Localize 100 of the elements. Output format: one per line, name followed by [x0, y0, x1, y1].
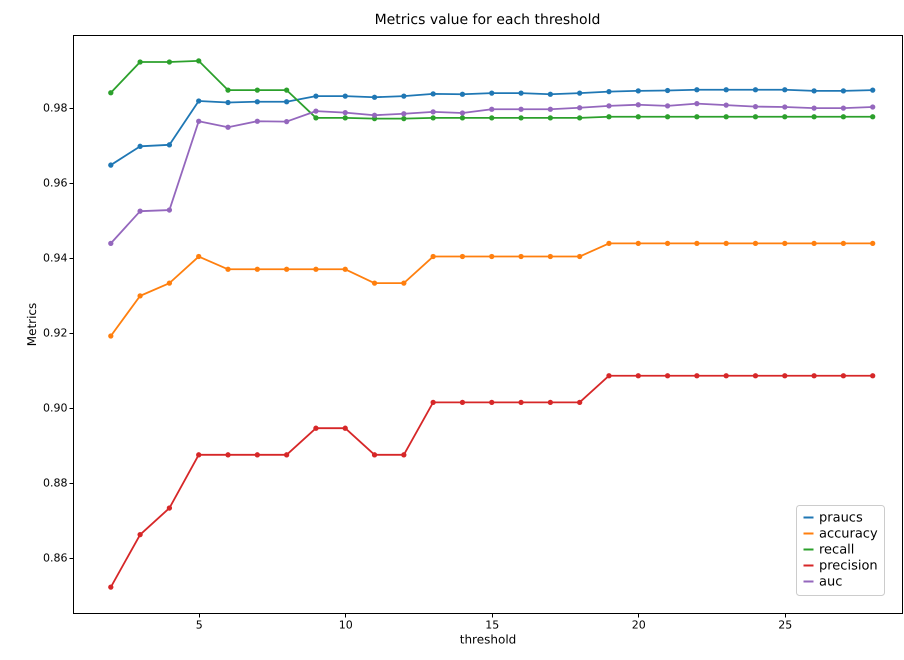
point: [724, 102, 729, 108]
point: [518, 400, 524, 405]
point: [664, 114, 670, 120]
point: [870, 87, 876, 93]
point: [664, 240, 670, 246]
point: [840, 240, 846, 246]
point: [752, 240, 758, 246]
point: [284, 266, 290, 272]
point: [460, 92, 466, 97]
point: [401, 93, 406, 99]
y-tick-label: 0.92: [43, 326, 68, 340]
point: [460, 110, 466, 116]
x-tick-label: 15: [485, 618, 500, 632]
point: [664, 103, 670, 108]
point: [401, 111, 406, 116]
point: [342, 426, 348, 431]
point: [636, 102, 641, 108]
point: [108, 90, 114, 96]
point: [284, 99, 290, 104]
point: [577, 90, 582, 96]
point: [664, 88, 670, 94]
point: [694, 87, 700, 92]
legend-label: recall: [819, 542, 854, 558]
point: [430, 109, 436, 114]
point: [313, 426, 319, 431]
point: [196, 452, 202, 458]
x-tick-label: 20: [632, 618, 646, 632]
point: [313, 115, 319, 120]
point: [752, 373, 758, 378]
point: [196, 254, 202, 260]
point: [489, 106, 494, 112]
point: [225, 100, 231, 106]
point: [225, 452, 231, 458]
point: [811, 114, 817, 120]
point: [694, 100, 700, 106]
point: [694, 114, 700, 120]
point: [166, 142, 172, 148]
point: [166, 505, 172, 511]
point: [636, 114, 641, 120]
point: [548, 106, 553, 112]
point: [724, 87, 729, 92]
point: [548, 92, 553, 97]
legend-label: praucs: [819, 510, 863, 526]
point: [782, 240, 788, 246]
y-tick-label: 0.88: [43, 476, 68, 490]
point: [108, 333, 114, 339]
point: [284, 452, 290, 458]
point: [254, 452, 260, 458]
y-tick-label: 0.90: [43, 401, 68, 414]
point: [840, 88, 846, 94]
point: [460, 254, 466, 260]
point: [606, 88, 612, 94]
point: [694, 240, 700, 246]
point: [137, 144, 143, 149]
point: [430, 91, 436, 96]
y-tick-label: 0.94: [43, 252, 68, 265]
point: [372, 452, 378, 458]
point: [284, 118, 290, 124]
point: [166, 207, 172, 213]
point: [225, 87, 231, 93]
point: [870, 373, 876, 378]
point: [518, 106, 524, 112]
point: [489, 115, 494, 120]
point: [577, 115, 582, 120]
point: [606, 114, 612, 120]
point: [840, 105, 846, 111]
point: [606, 103, 612, 108]
legend-label: accuracy: [819, 526, 878, 542]
point: [606, 373, 612, 378]
point: [137, 532, 143, 538]
point: [254, 99, 260, 104]
point: [284, 87, 290, 93]
x-tick-label: 10: [338, 618, 353, 632]
point: [870, 114, 876, 120]
point: [752, 114, 758, 120]
x-tick-label: 25: [778, 618, 792, 632]
x-axis-title: threshold: [460, 632, 516, 646]
y-axis-title: Metrics: [25, 302, 40, 346]
point: [401, 280, 406, 286]
point: [548, 115, 553, 120]
point: [840, 114, 846, 120]
point: [313, 93, 319, 99]
point: [811, 240, 817, 246]
point: [636, 373, 641, 378]
point: [664, 373, 670, 378]
point: [811, 105, 817, 111]
point: [166, 59, 172, 65]
point: [752, 104, 758, 110]
point: [489, 90, 494, 96]
point: [489, 254, 494, 260]
point: [460, 115, 466, 120]
point: [430, 115, 436, 120]
y-tick-label: 0.86: [43, 551, 68, 564]
point: [694, 373, 700, 378]
point: [460, 400, 466, 405]
point: [108, 162, 114, 168]
point: [489, 400, 494, 405]
point: [636, 88, 641, 94]
point: [313, 266, 319, 272]
point: [548, 254, 553, 260]
